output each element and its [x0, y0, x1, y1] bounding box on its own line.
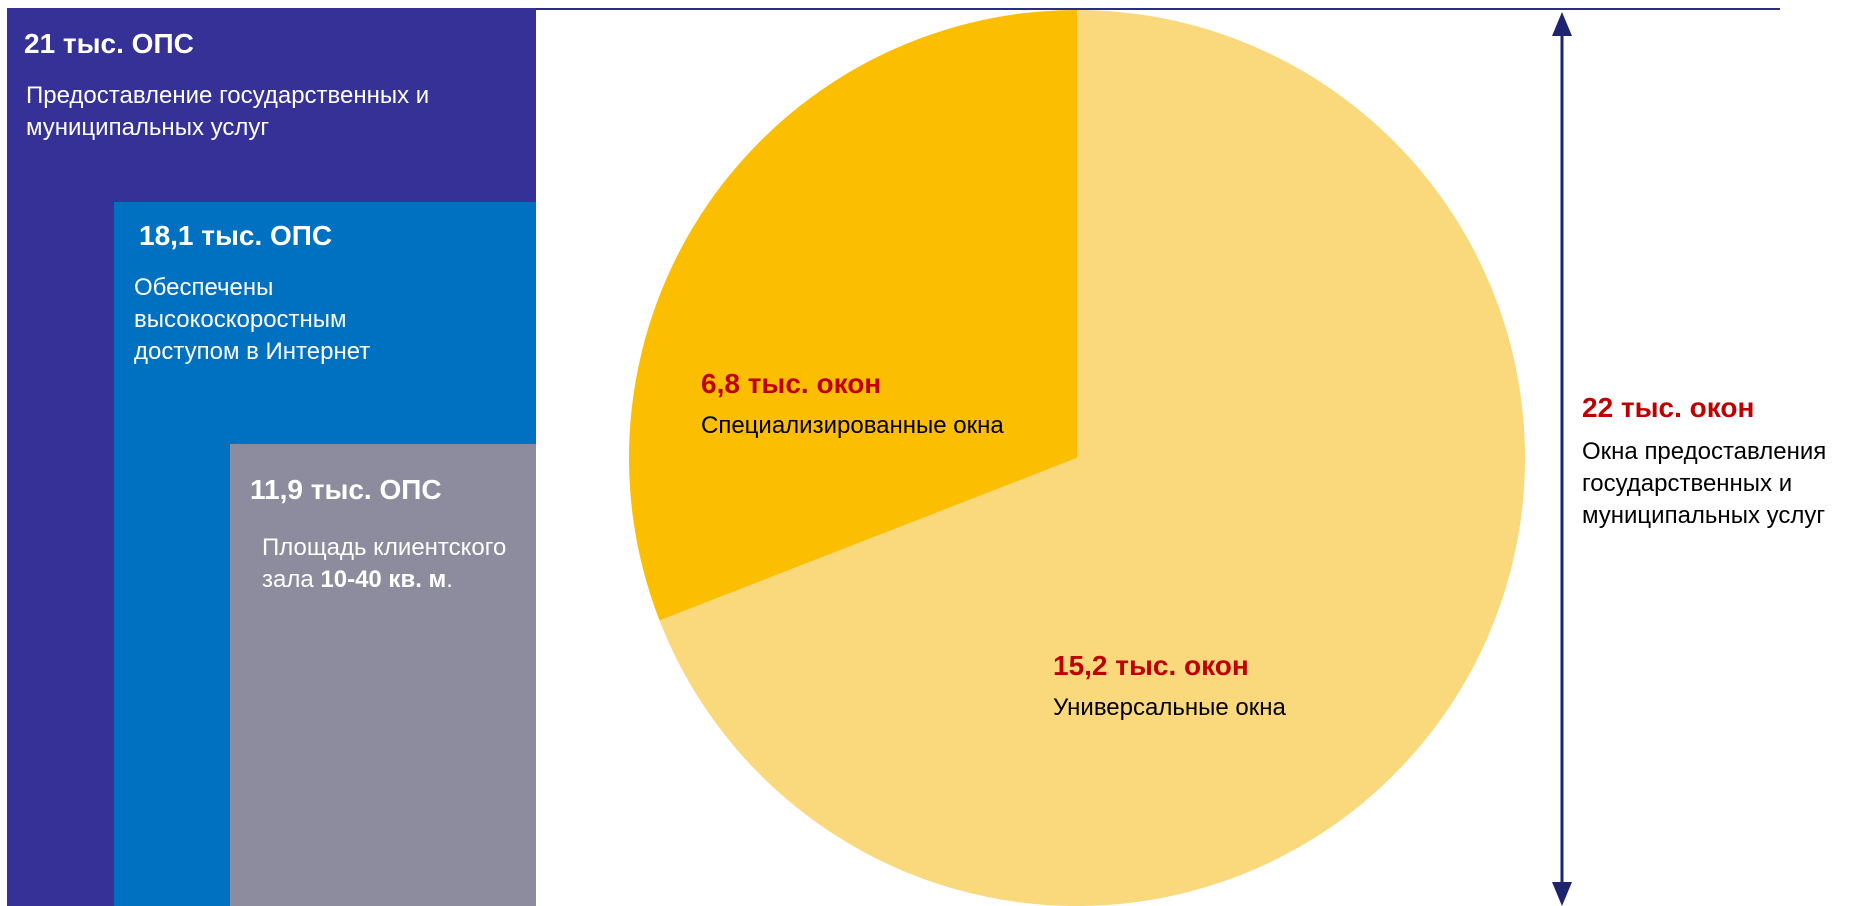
slice-name: Универсальные окна: [1053, 694, 1286, 721]
pie-slice-universal: [659, 10, 1525, 906]
panel-title: 18,1 тыс. ОПС: [139, 220, 333, 251]
panel-description: Обеспечены высокоскоростным доступом в И…: [134, 274, 371, 365]
panel-description-text: Площадь клиентского зала: [262, 534, 507, 593]
panel-title: 11,9 тыс. ОПС: [250, 474, 442, 505]
slice-label-universal: 15,2 тыс. окон Универсальные окна: [1053, 650, 1286, 722]
slice-label-specialized: 6,8 тыс. окон Специализированные окна: [701, 368, 1004, 440]
pie-slice-specialized: [628, 10, 1077, 621]
total-value: 22 тыс. окон: [1582, 392, 1755, 423]
slice-value: 6,8 тыс. окон: [701, 368, 882, 399]
panel-title: 21 тыс. ОПС: [24, 28, 194, 59]
panel-description: Площадь клиентского зала 10-40 кв. м.: [262, 532, 522, 596]
panel-description-bold: 10-40 кв. м: [320, 566, 447, 593]
total-arrow: [1552, 12, 1572, 906]
total-label: 22 тыс. окон Окна предоставления государ…: [1582, 392, 1852, 532]
slice-name: Специализированные окна: [701, 412, 1004, 439]
top-divider-line: [536, 8, 1780, 10]
panel-description-suffix: .: [446, 566, 453, 593]
panel-description: Предоставление государственных и муницип…: [26, 82, 430, 141]
total-description: Окна предоставления государственных и му…: [1582, 438, 1827, 529]
slice-value: 15,2 тыс. окон: [1053, 650, 1249, 681]
panel-11k-ops: 11,9 тыс. ОПС Площадь клиентского зала 1…: [230, 444, 536, 906]
